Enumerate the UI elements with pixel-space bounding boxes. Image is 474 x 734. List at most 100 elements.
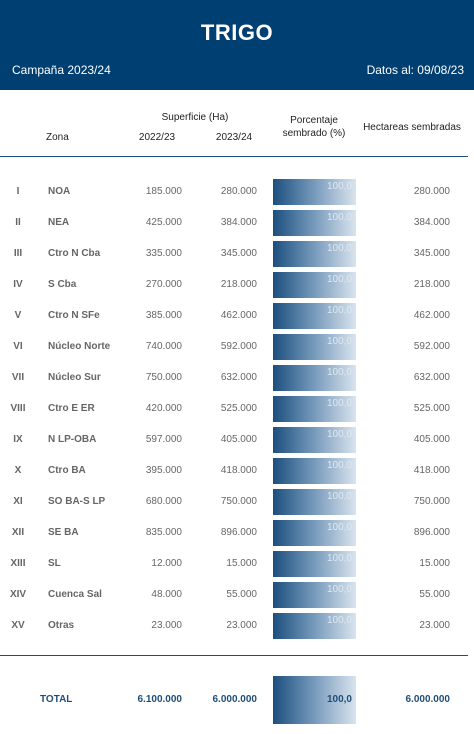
- zone-name: SE BA: [48, 527, 79, 538]
- percent-value: 100,0: [326, 584, 352, 595]
- percent-bar: 100,0: [273, 179, 356, 205]
- total-year1: 6.100.000: [137, 694, 183, 705]
- percent-bar: 100,0: [273, 551, 356, 577]
- zone-number: IV: [13, 279, 23, 290]
- percent-value: 100,0: [326, 181, 352, 192]
- zone-number: XIII: [10, 558, 26, 569]
- zone-name: SO BA-S LP: [48, 496, 106, 507]
- hectareas-sembradas: 15.000: [419, 558, 450, 569]
- zone-number: VI: [13, 341, 23, 352]
- table-row: XI SO BA-S LP 680.000 750.000 100,0 750.000: [0, 489, 474, 520]
- surface-2022-23: 270.000: [145, 279, 182, 290]
- column-header-year1: 2022/23: [138, 132, 176, 143]
- percent-value: 100,0: [326, 243, 352, 254]
- surface-2023-24: 280.000: [220, 186, 257, 197]
- zone-number: XV: [11, 620, 25, 631]
- zone-number: XI: [13, 496, 23, 507]
- zone-name: S Cba: [48, 279, 77, 290]
- surface-2023-24: 632.000: [220, 372, 257, 383]
- surface-2023-24: 55.000: [226, 589, 257, 600]
- total-divider: [0, 655, 468, 656]
- percent-bar: 100,0: [273, 427, 356, 453]
- surface-2023-24: 418.000: [220, 465, 257, 476]
- percent-bar: 100,0: [273, 520, 356, 546]
- table-row: II NEA 425.000 384.000 100,0 384.000: [0, 210, 474, 241]
- table-row: XV Otras 23.000 23.000 100,0 23.000: [0, 613, 474, 644]
- hectareas-sembradas: 55.000: [419, 589, 450, 600]
- percent-bar: 100,0: [273, 396, 356, 422]
- percent-bar: 100,0: [273, 334, 356, 360]
- table-row: X Ctro BA 395.000 418.000 100,0 418.000: [0, 458, 474, 489]
- surface-2022-23: 420.000: [145, 403, 182, 414]
- surface-2023-24: 218.000: [220, 279, 257, 290]
- zone-name: Núcleo Norte: [48, 341, 111, 352]
- zone-number: V: [14, 310, 22, 321]
- percent-value: 100,0: [326, 398, 352, 409]
- hectareas-sembradas: 418.000: [413, 465, 450, 476]
- table-row: IV S Cba 270.000 218.000 100,0 218.000: [0, 272, 474, 303]
- percent-value: 100,0: [326, 305, 352, 316]
- zone-number: VII: [11, 372, 25, 383]
- percent-bar: 100,0: [273, 489, 356, 515]
- percent-bar: 100,0: [273, 365, 356, 391]
- zone-name: N LP-OBA: [48, 434, 97, 445]
- surface-2022-23: 395.000: [145, 465, 182, 476]
- table-row: I NOA 185.000 280.000 100,0 280.000: [0, 179, 474, 210]
- hectareas-sembradas: 896.000: [413, 527, 450, 538]
- surface-2023-24: 750.000: [220, 496, 257, 507]
- percent-value: 100,0: [326, 212, 352, 223]
- hectareas-sembradas: 280.000: [413, 186, 450, 197]
- hectareas-sembradas: 384.000: [413, 217, 450, 228]
- surface-2022-23: 597.000: [145, 434, 182, 445]
- table-row: XIII SL 12.000 15.000 100,0 15.000: [0, 551, 474, 582]
- column-header-superficie: Superficie (Ha): [161, 112, 229, 123]
- percent-value: 100,0: [326, 429, 352, 440]
- zone-name: Ctro E ER: [48, 403, 95, 414]
- page-title: TRIGO: [200, 20, 274, 45]
- percent-value: 100,0: [326, 491, 352, 502]
- total-year2: 6.000.000: [212, 694, 258, 705]
- percent-bar: 100,0: [273, 582, 356, 608]
- hectareas-sembradas: 632.000: [413, 372, 450, 383]
- zone-name: Ctro BA: [48, 465, 86, 476]
- percent-bar: 100,0: [273, 210, 356, 236]
- surface-2022-23: 23.000: [151, 620, 182, 631]
- surface-2022-23: 835.000: [145, 527, 182, 538]
- zone-name: Ctro N SFe: [48, 310, 100, 321]
- table-row: XIV Cuenca Sal 48.000 55.000 100,0 55.000: [0, 582, 474, 613]
- zone-number: X: [14, 465, 22, 476]
- campaign-label: Campaña 2023/24: [12, 63, 111, 77]
- column-header-hectareas: Hectareas sembradas: [363, 122, 461, 133]
- hectareas-sembradas: 345.000: [413, 248, 450, 259]
- percent-bar: 100,0: [273, 272, 356, 298]
- zone-number: VIII: [10, 403, 26, 414]
- percent-value: 100,0: [326, 367, 352, 378]
- surface-2022-23: 185.000: [145, 186, 182, 197]
- zone-name: NOA: [48, 186, 71, 197]
- zone-number: XIV: [9, 589, 27, 600]
- percent-value: 100,0: [326, 522, 352, 533]
- surface-2022-23: 335.000: [145, 248, 182, 259]
- surface-2022-23: 740.000: [145, 341, 182, 352]
- hectareas-sembradas: 405.000: [413, 434, 450, 445]
- total-row: TOTAL 6.100.000 6.000.000 100,0 6.000.00…: [0, 676, 474, 724]
- data-date: Datos al: 09/08/23: [366, 63, 464, 77]
- hectareas-sembradas: 462.000: [413, 310, 450, 321]
- zone-name: Ctro N Cba: [48, 248, 101, 259]
- header-divider: [0, 156, 468, 157]
- column-header-zona: Zona: [46, 132, 69, 143]
- column-header-year2: 2023/24: [215, 132, 253, 143]
- total-label: TOTAL: [40, 694, 73, 705]
- table-row: XII SE BA 835.000 896.000 100,0 896.000: [0, 520, 474, 551]
- surface-2023-24: 15.000: [226, 558, 257, 569]
- surface-2023-24: 405.000: [220, 434, 257, 445]
- table-row: VIII Ctro E ER 420.000 525.000 100,0 525.000: [0, 396, 474, 427]
- hectareas-sembradas: 218.000: [413, 279, 450, 290]
- zone-name: Otras: [48, 620, 75, 631]
- surface-2022-23: 48.000: [151, 589, 182, 600]
- table-row: IX N LP-OBA 597.000 405.000 100,0 405.000: [0, 427, 474, 458]
- percent-bar: 100,0: [273, 303, 356, 329]
- hectareas-sembradas: 525.000: [413, 403, 450, 414]
- surface-2023-24: 384.000: [220, 217, 257, 228]
- table-row: V Ctro N SFe 385.000 462.000 100,0 462.000: [0, 303, 474, 334]
